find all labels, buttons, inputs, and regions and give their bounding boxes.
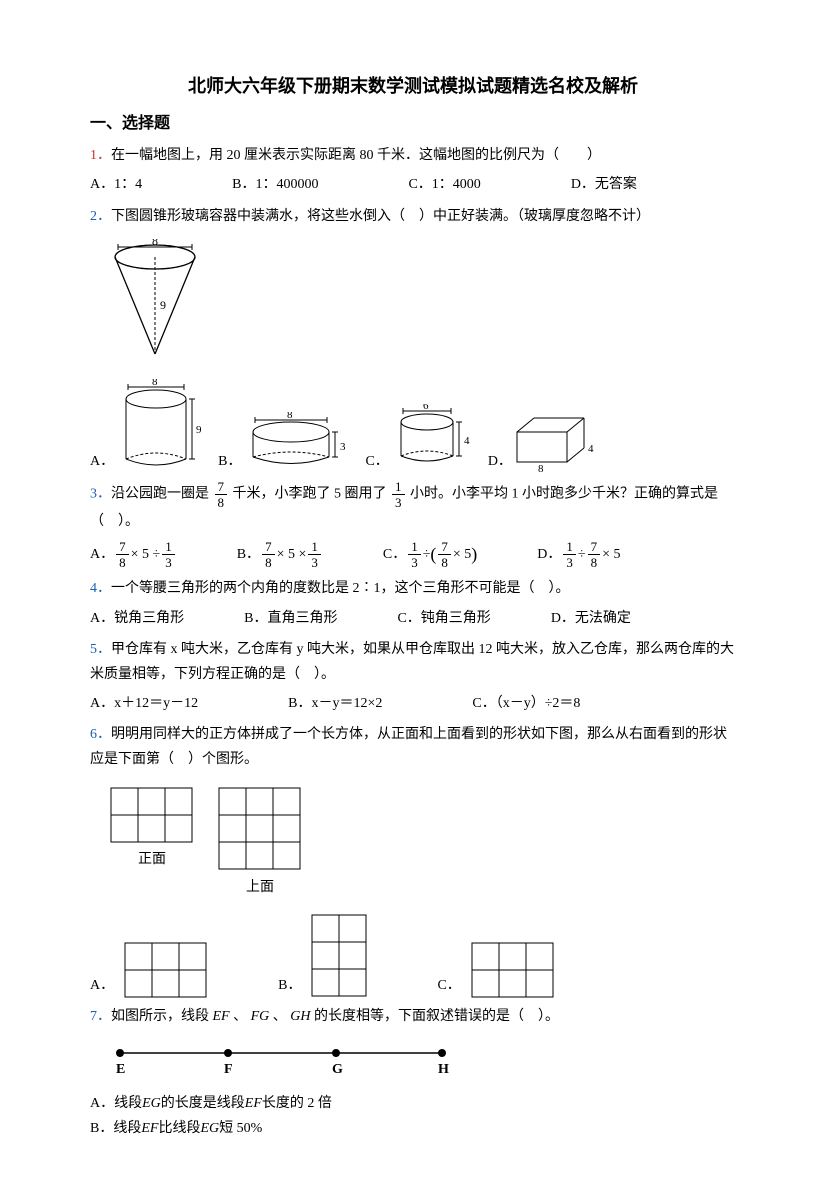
q6-given-figs: 正面 上面 — [110, 787, 736, 900]
q1-opt-d: D．无答案 — [571, 172, 637, 197]
svg-text:8: 8 — [152, 379, 158, 388]
q4-opt-d: D．无法确定 — [551, 606, 631, 631]
q7-opt-b: B．线段EF比线段EG短 50% — [90, 1116, 736, 1141]
question-2: 2．下图圆锥形玻璃容器中装满水，将这些水倒入（ ）中正好装满。（玻璃厚度忽略不计… — [90, 204, 736, 474]
q1-opt-b: B．1：400000 — [232, 172, 318, 197]
svg-text:H: H — [438, 1062, 449, 1077]
q2-opt-d: D． 8 4 — [488, 412, 607, 474]
q7-line-figure: E F G H — [112, 1043, 736, 1081]
grid-3x2-c-icon — [471, 942, 555, 998]
q2-opt-b: B． 8 3 — [218, 412, 351, 474]
q7-opt-a: A．线段EG的长度是线段EF长度的 2 倍 — [90, 1091, 736, 1116]
frac-1-3: 13 — [392, 480, 405, 509]
q6-opt-a: A． — [90, 942, 208, 998]
grid-3x2-a-icon — [124, 942, 208, 998]
cone-icon: 8 9 — [100, 239, 210, 369]
q5-num: 5． — [90, 642, 111, 657]
svg-text:8: 8 — [152, 239, 158, 248]
q2-cone-figure: 8 9 — [100, 239, 736, 369]
question-6: 6．明明用同样大的正方体拼成了一个长方体，从正面和上面看到的形状如下图，那么从右… — [90, 722, 736, 998]
doc-title: 北师大六年级下册期末数学测试模拟试题精选名校及解析 — [90, 70, 736, 102]
q6-front-fig: 正面 — [110, 787, 194, 900]
question-1: 1．在一幅地图上，用 20 厘米表示实际距离 80 千米．这幅地图的比例尺为（ … — [90, 143, 736, 197]
q5-opt-b: B．x－y＝12×2 — [288, 691, 382, 716]
svg-text:8: 8 — [538, 463, 544, 474]
q3-opt-c: C． 13 ÷ (78 × 5) — [383, 538, 477, 570]
question-3: 3．沿公园跑一圈是 78 千米，小李跑了 5 圈用了 13 小时。小李平均 1 … — [90, 480, 736, 571]
q2-text: 下图圆锥形玻璃容器中装满水，将这些水倒入（ ）中正好装满。（玻璃厚度忽略不计） — [111, 209, 650, 224]
q1-text: 在一幅地图上，用 20 厘米表示实际距离 80 千米．这幅地图的比例尺为（ ） — [111, 148, 601, 163]
q4-opt-c: C．钝角三角形 — [397, 606, 490, 631]
cylinder-b-icon: 8 3 — [241, 412, 351, 474]
q3-opt-d: D． 13 ÷ 78 × 5 — [537, 540, 620, 569]
line-efgh-icon: E F G H — [112, 1043, 452, 1081]
q4-num: 4． — [90, 581, 111, 596]
q1-opt-a: A．1：4 — [90, 172, 142, 197]
q5-options: A．x＋12＝y－12 B．x－y＝12×2 C．（x－y）÷2＝8 — [90, 691, 736, 716]
q4-options: A．锐角三角形 B．直角三角形 C．钝角三角形 D．无法确定 — [90, 606, 736, 631]
grid-3x2-icon — [110, 787, 194, 843]
q3-opt-b: B． 78 × 5 × 13 — [237, 540, 323, 569]
question-5: 5．甲仓库有 x 吨大米，乙仓库有 y 吨大米，如果从甲仓库取出 12 吨大米，… — [90, 637, 736, 717]
question-7: 7．如图所示，线段 EF 、 FG 、 GH 的长度相等，下面叙述错误的是（ ）… — [90, 1004, 736, 1142]
frac-7-8: 78 — [215, 480, 228, 509]
q1-options: A．1：4 B．1：400000 C．1：4000 D．无答案 — [90, 172, 736, 197]
q4-opt-b: B．直角三角形 — [244, 606, 337, 631]
q1-opt-c: C．1：4000 — [408, 172, 480, 197]
q4-opt-a: A．锐角三角形 — [90, 606, 184, 631]
q7-num: 7． — [90, 1009, 111, 1024]
svg-text:4: 4 — [464, 435, 470, 447]
svg-text:8: 8 — [287, 412, 293, 421]
q3-options: A． 78 × 5 ÷ 13 B． 78 × 5 × 13 C． 13 ÷ (7… — [90, 538, 736, 570]
svg-text:E: E — [116, 1062, 125, 1077]
q6-opt-c: C． — [437, 942, 554, 998]
q2-options: A． 8 9 B． — [90, 379, 736, 474]
q2-opt-a: A． 8 9 — [90, 379, 204, 474]
q5-text: 甲仓库有 x 吨大米，乙仓库有 y 吨大米，如果从甲仓库取出 12 吨大米，放入… — [90, 642, 734, 682]
q2-num: 2． — [90, 209, 111, 224]
svg-text:4: 4 — [588, 443, 594, 455]
svg-text:3: 3 — [340, 441, 346, 453]
q6-top-fig: 上面 — [218, 787, 302, 900]
cylinder-a-icon: 8 9 — [114, 379, 204, 474]
grid-3x3-icon — [218, 787, 302, 871]
q3-opt-a: A． 78 × 5 ÷ 13 — [90, 540, 177, 569]
q2-opt-c: C． 6 4 — [365, 404, 473, 474]
grid-2x3-b-icon — [311, 914, 367, 998]
svg-text:G: G — [332, 1062, 343, 1077]
q6-opt-b: B． — [278, 914, 367, 998]
section-1-heading: 一、选择题 — [90, 110, 736, 139]
cylinder-c-icon: 6 4 — [389, 404, 474, 474]
svg-text:9: 9 — [196, 424, 202, 436]
q3-num: 3． — [90, 486, 111, 501]
svg-text:F: F — [224, 1062, 233, 1077]
svg-text:9: 9 — [160, 298, 166, 312]
q4-text: 一个等腰三角形的两个内角的度数比是 2∶1，这个三角形不可能是（ ）。 — [111, 581, 570, 596]
q5-opt-c: C．（x－y）÷2＝8 — [472, 691, 580, 716]
cuboid-d-icon: 8 4 — [512, 412, 607, 474]
q6-options: A． B． C． — [90, 914, 736, 998]
q1-num: 1． — [90, 148, 111, 163]
q6-text: 明明用同样大的正方体拼成了一个长方体，从正面和上面看到的形状如下图，那么从右面看… — [90, 727, 727, 767]
q6-num: 6． — [90, 727, 111, 742]
q5-opt-a: A．x＋12＝y－12 — [90, 691, 198, 716]
question-4: 4．一个等腰三角形的两个内角的度数比是 2∶1，这个三角形不可能是（ ）。 A．… — [90, 576, 736, 630]
svg-text:6: 6 — [423, 404, 429, 412]
